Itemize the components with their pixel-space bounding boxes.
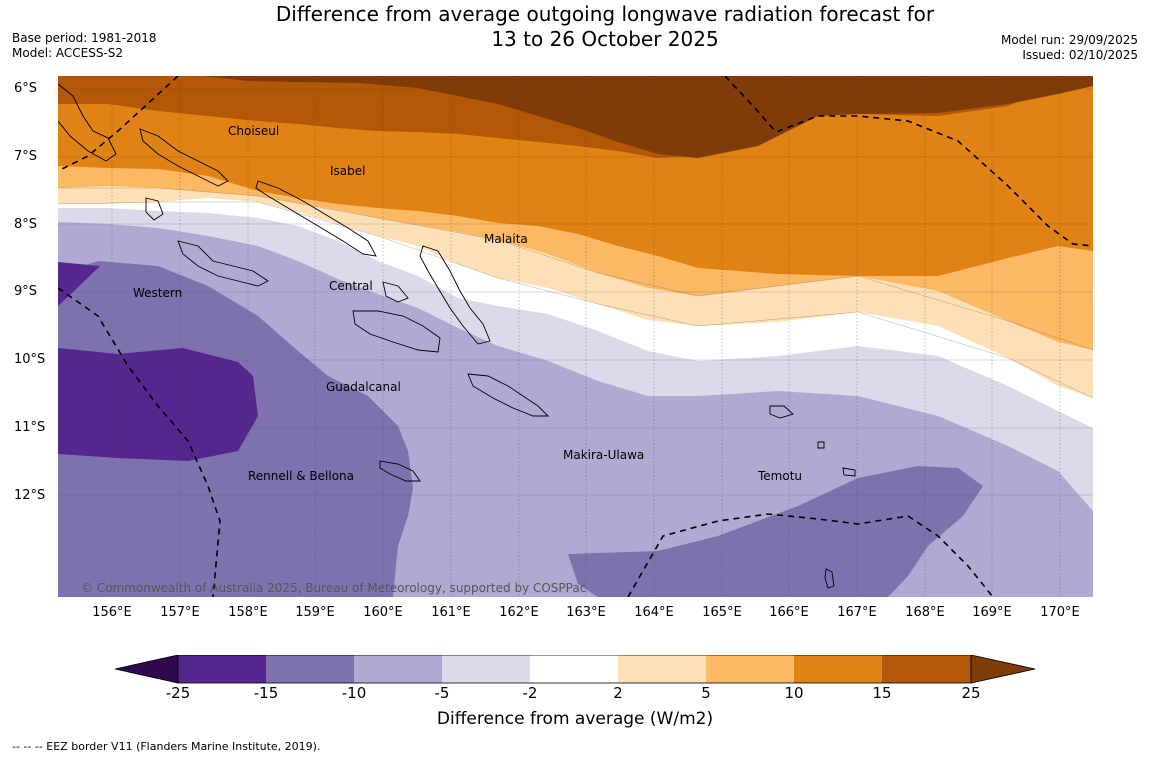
colorbar-tick-15: 15 (872, 684, 892, 702)
latitude-lines (58, 88, 1093, 496)
lon-label-166e: 166°E (769, 605, 809, 620)
colorbar-swatch-5-2 (442, 655, 530, 683)
meta-right: Model run: 29/09/2025 Issued: 02/10/2025 (1001, 33, 1138, 63)
colorbar-tick-minus25: -25 (165, 684, 191, 702)
map-title: Difference from average outgoing longwav… (0, 2, 1150, 52)
lon-label-161e: 161°E (431, 605, 471, 620)
band-15-to-10-east (568, 466, 983, 597)
colorbar-swatch-above-25 (970, 654, 1036, 684)
colorbar-tick-minus15: -15 (253, 684, 279, 702)
malaita-coast (419, 245, 491, 345)
colorbar-swatch-5-10 (706, 655, 794, 683)
colorbar (114, 654, 1037, 689)
lat-label-7s: 7°S (14, 149, 38, 164)
coastlines (58, 83, 856, 589)
province-label-rennell-bellona: Rennell & Bellona (248, 469, 354, 483)
temotu-islands-coast (842, 467, 856, 477)
province-label-western: Western (133, 286, 182, 300)
title-line-1: Difference from average outgoing longwav… (275, 2, 935, 26)
lon-label-162e: 162°E (499, 605, 539, 620)
band-25-to-15-west (58, 348, 258, 461)
eez-footnote: -- -- -- EEZ border V11 (Flanders Marine… (12, 740, 321, 753)
lat-label-6s: 6°S (14, 81, 38, 96)
tikopia-coast (824, 568, 835, 589)
lon-label-164e: 164°E (634, 605, 674, 620)
lon-label-159e: 159°E (295, 605, 335, 620)
makira-coast (467, 373, 550, 417)
province-label-choiseul: Choiseul (228, 124, 279, 138)
colorbar-svg (114, 654, 1036, 684)
province-label-guadalcanal: Guadalcanal (326, 380, 401, 394)
colorbar-tick-25: 25 (961, 684, 981, 702)
colorbar-swatch-2-5 (618, 655, 706, 683)
title-line-2: 13 to 26 October 2025 (491, 27, 719, 51)
band-above-25 (203, 76, 1093, 158)
lon-label-156e: 156°E (92, 605, 132, 620)
province-label-malaita: Malaita (484, 232, 528, 246)
eez-border (58, 76, 1093, 597)
colorbar-swatch-15-10 (266, 655, 354, 683)
map-canvas: Choiseul Isabel Malaita Central Western … (58, 76, 1093, 597)
base-period: Base period: 1981-2018 (12, 31, 157, 45)
lon-label-158e: 158°E (228, 605, 268, 620)
lon-label-170e: 170°E (1040, 605, 1080, 620)
province-label-makira-ulawa: Makira-Ulawa (563, 448, 644, 462)
vanikoro-coast (817, 441, 825, 449)
colorbar-tick-5: 5 (701, 684, 711, 702)
lon-label-160e: 160°E (363, 605, 403, 620)
rennell-coast (379, 460, 421, 482)
meta-left: Base period: 1981-2018 Model: ACCESS-S2 (12, 31, 157, 61)
colorbar-swatch-10-5 (354, 655, 442, 683)
colorbar-tick-2: 2 (613, 684, 623, 702)
colorbar-swatch-25-15 (178, 655, 266, 683)
lon-label-169e: 169°E (972, 605, 1012, 620)
contour-lines (58, 187, 1093, 399)
lat-label-10s: 10°S (14, 352, 46, 367)
colorbar-tick-10: 10 (784, 684, 804, 702)
colorbar-tick-minus2: -2 (522, 684, 538, 702)
lon-label-163e: 163°E (566, 605, 606, 620)
graticule-lines (111, 76, 1061, 597)
colorbar-swatch-2-2 (530, 655, 618, 683)
temotu-santa-cruz-coast (769, 405, 794, 419)
lon-label-167e: 167°E (837, 605, 877, 620)
model-name: Model: ACCESS-S2 (12, 46, 124, 60)
band-10-to-15 (58, 76, 1093, 276)
lat-label-11s: 11°S (14, 420, 46, 435)
colorbar-title: Difference from average (W/m2) (436, 709, 714, 729)
central-islands-coast (382, 281, 409, 303)
lat-label-8s: 8°S (14, 217, 38, 232)
map-panel[interactable]: Choiseul Isabel Malaita Central Western … (58, 76, 1093, 597)
province-label-isabel: Isabel (330, 164, 365, 178)
model-run: Model run: 29/09/2025 (1000, 33, 1138, 47)
colorbar-swatch-10-15 (794, 655, 882, 683)
new-georgia-coast (177, 240, 269, 287)
province-label-temotu: Temotu (757, 469, 802, 483)
lon-label-157e: 157°E (160, 605, 200, 620)
colorbar-tick-minus10: -10 (341, 684, 367, 702)
colorbar-frame (177, 654, 972, 684)
lon-label-165e: 165°E (702, 605, 742, 620)
colorbar-swatch-15-25 (882, 655, 971, 683)
copyright-text: © Commonwealth of Australia 2025, Bureau… (81, 581, 586, 595)
choiseul-coast (139, 128, 229, 187)
lat-label-12s: 12°S (14, 488, 46, 503)
vella-lavella-coast (145, 197, 164, 221)
colorbar-tick-minus5: -5 (434, 684, 450, 702)
colorbar-swatch-below-25 (114, 654, 179, 684)
issued-date: Issued: 02/10/2025 (1022, 48, 1138, 62)
isabel-coast (255, 180, 377, 257)
lon-label-168e: 168°E (905, 605, 945, 620)
lat-label-9s: 9°S (14, 284, 38, 299)
province-label-central: Central (329, 279, 373, 293)
guadalcanal-coast (352, 310, 441, 353)
bougainville-coast (58, 83, 117, 162)
